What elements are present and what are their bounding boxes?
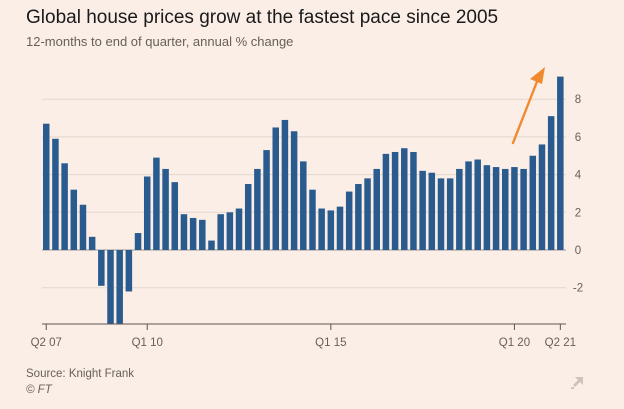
chart-subtitle: 12-months to end of quarter, annual % ch… (26, 34, 294, 49)
bar (382, 153, 390, 251)
bar (281, 119, 289, 251)
bar (43, 123, 50, 250)
bar (309, 189, 316, 250)
bar (79, 204, 87, 250)
expand-arrow-icon[interactable] (571, 377, 583, 389)
y-axis: -2 0 2 4 6 8 (573, 94, 583, 295)
bar (134, 233, 142, 250)
trend-arrow-shaft (511, 77, 540, 145)
y-tick-label: 4 (575, 170, 582, 182)
bar (254, 168, 261, 250)
bar (538, 144, 546, 250)
x-tick-label: Q1 10 (132, 337, 163, 349)
bar (61, 163, 68, 250)
bar (529, 155, 537, 250)
bar (474, 159, 481, 250)
bar (162, 168, 169, 250)
bar (336, 206, 344, 250)
bar (428, 172, 436, 250)
bar (300, 161, 307, 250)
y-tick-label: 6 (575, 132, 581, 144)
bar (290, 131, 298, 251)
bar (557, 76, 564, 250)
x-tick-label: Q2 21 (545, 337, 576, 349)
source-note: Source: Knight Frank (26, 368, 135, 380)
y-tick-label: 8 (575, 94, 581, 106)
bar (153, 157, 160, 250)
bar (235, 208, 243, 250)
bar (116, 250, 123, 324)
bar (70, 189, 78, 250)
bar (327, 210, 335, 250)
bar (492, 167, 500, 250)
bar (355, 184, 362, 250)
bar (107, 250, 114, 324)
bar (171, 182, 179, 250)
bar (511, 167, 518, 250)
bars (43, 76, 564, 324)
bar (88, 236, 96, 251)
bar (456, 168, 463, 250)
y-tick-label: -2 (573, 283, 583, 295)
bar (189, 217, 197, 250)
bar (520, 168, 527, 250)
bar (502, 168, 509, 250)
bar (272, 127, 279, 250)
bar (483, 165, 491, 251)
x-tick-label: Q2 07 (31, 337, 62, 349)
x-tick-label: Q1 20 (499, 337, 530, 349)
bar (364, 178, 371, 250)
bar (465, 161, 472, 250)
ft-credit: © FT (26, 384, 52, 396)
bar (98, 250, 105, 286)
bar (446, 178, 454, 250)
trend-arrow-annotation (511, 67, 545, 145)
bar (217, 214, 224, 250)
chart-title: Global house prices grow at the fastest … (26, 7, 499, 28)
x-axis: Q2 07 Q1 10 Q1 15 Q1 20 Q2 21 (31, 323, 576, 349)
bar (180, 214, 188, 250)
bar (373, 168, 380, 250)
x-tick-label: Q1 15 (315, 337, 346, 349)
bar (52, 138, 59, 250)
bar (345, 191, 353, 250)
bar (125, 250, 133, 292)
bar (547, 116, 555, 250)
bar (318, 208, 325, 250)
y-tick-label: 0 (575, 245, 581, 257)
bar (391, 151, 399, 250)
bar (143, 176, 151, 251)
trend-arrow-head (530, 67, 545, 84)
bar (244, 184, 252, 250)
y-tick-label: 2 (575, 207, 581, 219)
bar (410, 151, 417, 250)
bar (263, 150, 270, 250)
bar (437, 178, 445, 250)
bar (208, 240, 215, 250)
bar (419, 170, 426, 250)
bar (199, 219, 206, 250)
bar (226, 212, 234, 250)
bar (401, 148, 408, 250)
